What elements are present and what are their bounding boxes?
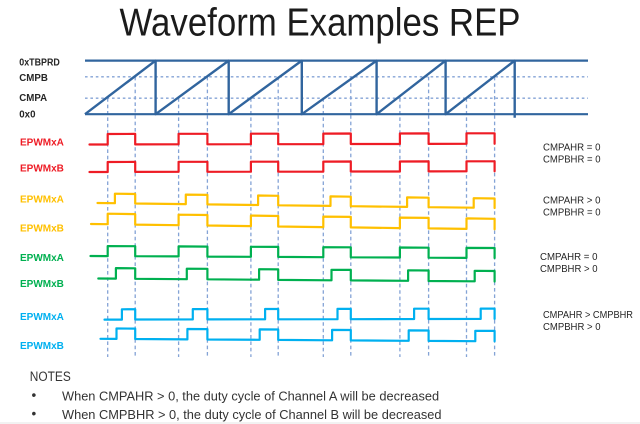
- svg-text:NOTES: NOTES: [30, 369, 71, 384]
- svg-text:CMPAHR > CMPBHR: CMPAHR > CMPBHR: [543, 309, 633, 321]
- svg-text:EPWMxB: EPWMxB: [20, 224, 64, 235]
- svg-text:EPWMxB: EPWMxB: [20, 341, 64, 352]
- svg-text:EPWMxB: EPWMxB: [20, 164, 64, 175]
- svg-text:•: •: [32, 406, 37, 421]
- svg-text:CMPAHR = 0: CMPAHR = 0: [540, 251, 598, 263]
- svg-text:CMPA: CMPA: [19, 93, 47, 104]
- svg-text:CMPBHR = 0: CMPBHR = 0: [543, 154, 601, 166]
- svg-text:0x0: 0x0: [19, 110, 35, 121]
- svg-text:EPWMxA: EPWMxA: [20, 312, 64, 323]
- svg-text:Waveform Examples REP: Waveform Examples REP: [120, 1, 521, 44]
- svg-text:When CMPAHR > 0, the duty cycl: When CMPAHR > 0, the duty cycle of Chann…: [62, 389, 439, 404]
- svg-text:CMPBHR = 0: CMPBHR = 0: [543, 207, 601, 219]
- svg-text:CMPBHR > 0: CMPBHR > 0: [543, 321, 601, 333]
- svg-text:When CMPBHR > 0, the duty cycl: When CMPBHR > 0, the duty cycle of Chann…: [62, 407, 441, 422]
- svg-text:EPWMxA: EPWMxA: [20, 253, 64, 264]
- svg-text:EPWMxA: EPWMxA: [20, 137, 64, 148]
- svg-text:CMPAHR > 0: CMPAHR > 0: [543, 195, 601, 207]
- svg-text:•: •: [32, 388, 37, 403]
- svg-text:CMPB: CMPB: [19, 73, 48, 84]
- svg-text:EPWMxA: EPWMxA: [20, 195, 64, 206]
- svg-text:0xTBPRD: 0xTBPRD: [19, 57, 60, 68]
- svg-text:CMPBHR > 0: CMPBHR > 0: [540, 263, 598, 275]
- svg-text:EPWMxB: EPWMxB: [20, 279, 64, 290]
- svg-text:CMPAHR = 0: CMPAHR = 0: [543, 142, 601, 154]
